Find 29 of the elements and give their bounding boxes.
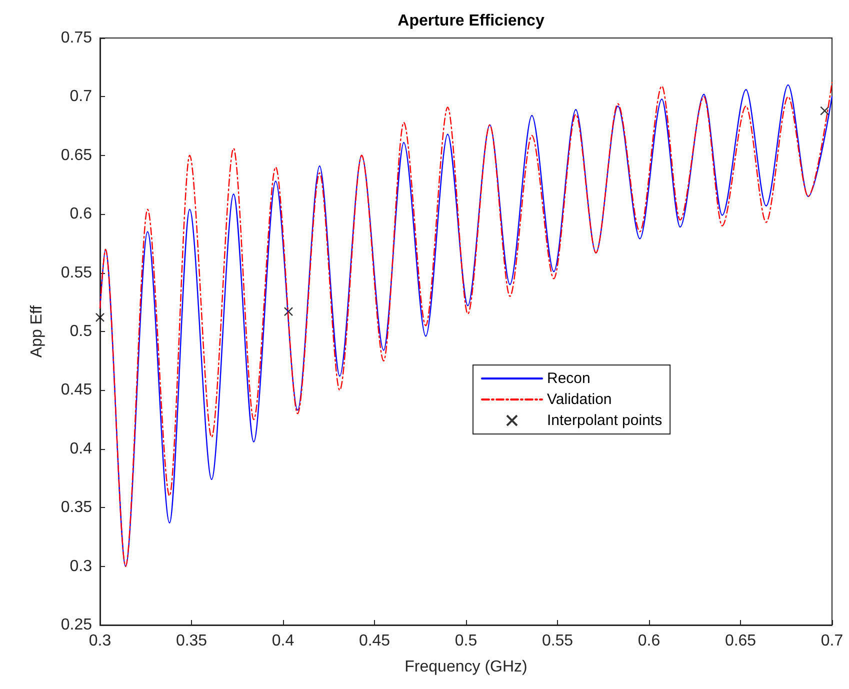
y-tick-label: 0.6	[70, 206, 92, 223]
x-tick-label: 0.45	[358, 632, 390, 650]
y-tick-label: 0.25	[60, 616, 92, 634]
x-tick-label: 0.65	[724, 632, 756, 650]
legend-label: Recon	[547, 370, 590, 387]
x-tick-label: 0.6	[638, 632, 660, 650]
point	[95, 312, 105, 322]
y-tick-label: 0.45	[60, 382, 92, 399]
x-tick-label: 0.3	[88, 632, 112, 650]
x-tick-label: 0.5	[454, 632, 478, 650]
y-tick-label: 0.75	[60, 30, 92, 46]
y-axis-title: App Eff	[28, 304, 46, 358]
x-tick-label: 0.4	[272, 632, 294, 650]
y-tick-label: 0.3	[70, 558, 92, 575]
y-tick-label: 0.7	[70, 88, 92, 106]
chart-title: Aperture Efficiency	[398, 12, 544, 30]
x-tick-label: 0.35	[176, 632, 208, 650]
y-tick-label: 0.55	[60, 264, 92, 282]
point	[284, 306, 294, 316]
x-axis-title: Frequency (GHz)	[404, 658, 528, 676]
y-tick-label: 0.65	[60, 146, 92, 164]
legend-label: Validation	[547, 391, 612, 408]
point	[820, 106, 830, 116]
y-tick-label: 0.5	[70, 323, 92, 340]
y-tick-label: 0.4	[70, 440, 92, 458]
y-tick-label: 0.35	[60, 499, 92, 516]
x-tick-label: 0.55	[542, 632, 574, 650]
x-tick-label: 0.7	[820, 632, 844, 650]
legend-label: Interpolant points	[547, 412, 662, 429]
